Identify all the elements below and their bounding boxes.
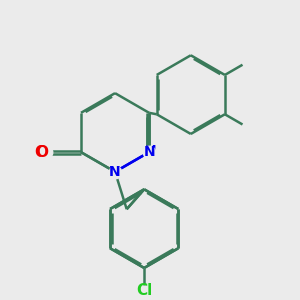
Text: N: N <box>109 165 121 179</box>
Text: N: N <box>109 165 121 179</box>
Text: Cl: Cl <box>136 283 152 298</box>
Text: O: O <box>36 145 49 160</box>
Text: N: N <box>145 144 156 158</box>
Text: O: O <box>35 145 48 160</box>
Text: N: N <box>144 145 155 159</box>
